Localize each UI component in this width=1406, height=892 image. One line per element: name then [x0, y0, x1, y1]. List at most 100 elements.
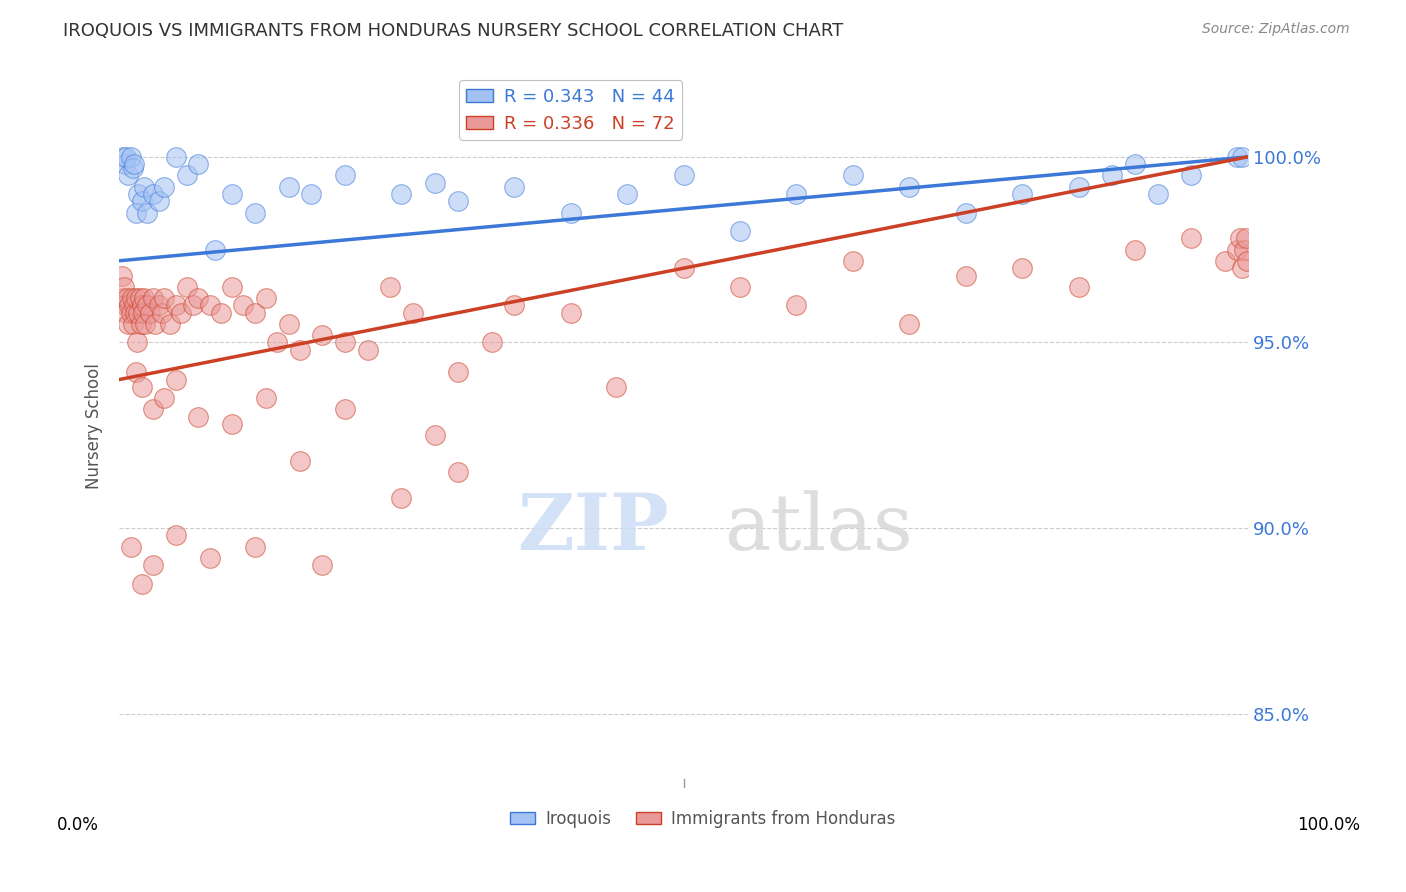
Text: Source: ZipAtlas.com: Source: ZipAtlas.com	[1202, 22, 1350, 37]
Point	[115, 150, 138, 164]
Point	[1225, 150, 1247, 164]
Point	[118, 298, 141, 312]
Text: IROQUOIS VS IMMIGRANTS FROM HONDURAS NURSERY SCHOOL CORRELATION CHART: IROQUOIS VS IMMIGRANTS FROM HONDURAS NUR…	[63, 22, 844, 40]
Point	[243, 306, 266, 320]
Point	[153, 291, 176, 305]
Point	[560, 306, 582, 320]
Point	[148, 298, 170, 312]
Point	[1101, 169, 1123, 183]
Point	[288, 343, 311, 357]
Point	[1011, 186, 1033, 201]
Point	[672, 169, 695, 183]
Point	[391, 186, 413, 201]
Text: ZIP: ZIP	[517, 490, 669, 566]
Point	[1067, 179, 1090, 194]
Point	[1011, 261, 1033, 276]
Point	[187, 291, 209, 305]
Point	[136, 205, 159, 219]
Point	[299, 186, 322, 201]
Point	[125, 365, 148, 379]
Point	[1233, 243, 1256, 257]
Point	[333, 335, 356, 350]
Point	[132, 306, 155, 320]
Point	[898, 179, 921, 194]
Point	[136, 298, 159, 312]
Point	[128, 291, 150, 305]
Point	[117, 169, 139, 183]
Point	[1180, 231, 1202, 245]
Point	[785, 298, 807, 312]
Point	[616, 186, 638, 201]
Legend: R = 0.343   N = 44, R = 0.336   N = 72: R = 0.343 N = 44, R = 0.336 N = 72	[460, 80, 682, 140]
Point	[209, 306, 232, 320]
Point	[111, 150, 134, 164]
Point	[142, 186, 165, 201]
Point	[145, 317, 167, 331]
Point	[1123, 157, 1146, 171]
Text: atlas: atlas	[724, 490, 914, 566]
Point	[311, 328, 333, 343]
Point	[447, 365, 470, 379]
Point	[159, 317, 181, 331]
Point	[165, 528, 187, 542]
Point	[425, 176, 447, 190]
Point	[142, 558, 165, 573]
Point	[114, 298, 136, 312]
Point	[955, 205, 977, 219]
Text: 100.0%: 100.0%	[1298, 816, 1360, 834]
Point	[378, 279, 401, 293]
Point	[243, 540, 266, 554]
Point	[1225, 243, 1247, 257]
Point	[277, 179, 299, 194]
Point	[1123, 243, 1146, 257]
Point	[243, 205, 266, 219]
Point	[165, 298, 187, 312]
Point	[112, 279, 135, 293]
Point	[898, 317, 921, 331]
Point	[266, 335, 288, 350]
Point	[198, 550, 221, 565]
Point	[127, 306, 149, 320]
Point	[129, 317, 152, 331]
Point	[115, 306, 138, 320]
Point	[728, 279, 751, 293]
Point	[132, 291, 155, 305]
Point	[176, 279, 198, 293]
Legend: Iroquois, Immigrants from Honduras: Iroquois, Immigrants from Honduras	[503, 804, 903, 835]
Point	[131, 576, 153, 591]
Point	[1213, 253, 1236, 268]
Point	[221, 186, 243, 201]
Point	[142, 291, 165, 305]
Point	[333, 169, 356, 183]
Point	[1234, 231, 1257, 245]
Point	[165, 150, 187, 164]
Point	[785, 186, 807, 201]
Point	[842, 169, 865, 183]
Point	[117, 317, 139, 331]
Point	[1180, 169, 1202, 183]
Point	[150, 306, 173, 320]
Point	[127, 335, 149, 350]
Point	[131, 298, 153, 312]
Point	[125, 205, 148, 219]
Point	[124, 306, 146, 320]
Point	[115, 291, 138, 305]
Point	[1236, 253, 1258, 268]
Point	[1067, 279, 1090, 293]
Point	[728, 224, 751, 238]
Point	[134, 317, 156, 331]
Point	[503, 298, 526, 312]
Point	[672, 261, 695, 276]
Point	[120, 150, 142, 164]
Point	[221, 417, 243, 431]
Point	[842, 253, 865, 268]
Point	[605, 380, 627, 394]
Point	[1230, 150, 1253, 164]
Point	[221, 279, 243, 293]
Point	[120, 306, 142, 320]
Point	[131, 380, 153, 394]
Point	[1229, 231, 1251, 245]
Point	[121, 317, 143, 331]
Point	[111, 291, 134, 305]
Text: 0.0%: 0.0%	[56, 816, 98, 834]
